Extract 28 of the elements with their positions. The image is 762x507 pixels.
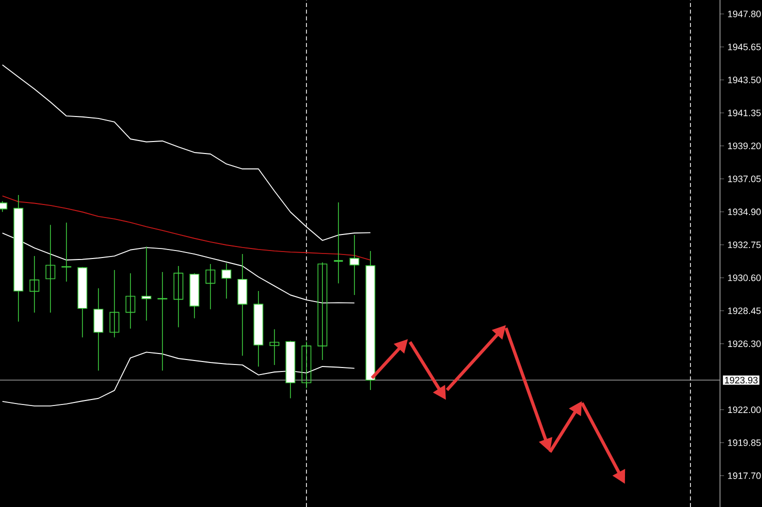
candlestick — [318, 262, 328, 360]
y-tick-label: 1926.30 — [728, 340, 761, 348]
candlestick — [270, 328, 280, 366]
y-tick-label: 1947.80 — [728, 10, 761, 18]
y-tick-label: 1943.50 — [728, 76, 761, 84]
candlestick — [174, 266, 184, 328]
y-tick-label: 1928.45 — [728, 308, 761, 314]
candlestick — [94, 288, 104, 372]
candlestick — [302, 341, 312, 389]
y-tick-label: 1930.60 — [728, 274, 761, 282]
y-tick-label: 1941.35 — [728, 110, 761, 116]
y-tick-label: 1922.00 — [728, 406, 761, 414]
candlestick — [30, 256, 40, 314]
y-tick-label: 1932.75 — [728, 242, 761, 248]
y-tick-label: 1919.85 — [728, 439, 761, 446]
candlestick — [46, 224, 56, 314]
ref-line-label: 1923.93 — [724, 376, 758, 384]
candlestick — [110, 270, 120, 338]
line-series — [2, 195, 371, 260]
candlestick — [222, 262, 232, 300]
candlestick — [126, 272, 136, 329]
y-tick-label: 1934.90 — [728, 208, 761, 216]
y-tick-label: 1939.20 — [728, 142, 761, 150]
y-tick-label: 1945.65 — [728, 44, 761, 50]
candlestick — [333, 202, 344, 284]
y-tick-label: 1917.70 — [728, 472, 761, 479]
candlestick — [206, 264, 216, 310]
y-tick-label: 1937.05 — [728, 176, 761, 182]
